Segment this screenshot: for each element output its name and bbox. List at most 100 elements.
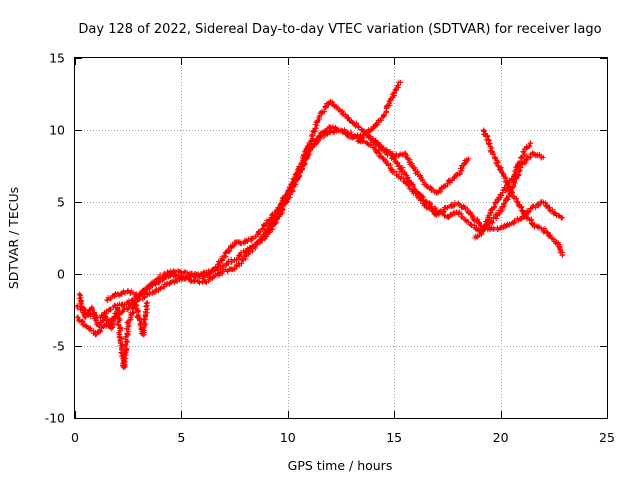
- data-point: [499, 192, 505, 199]
- data-point: [273, 220, 279, 226]
- x-tick-label: 10: [280, 430, 296, 445]
- data-point: [536, 202, 542, 208]
- y-tick-label: 5: [57, 195, 65, 210]
- data-point: [237, 252, 243, 258]
- data-point: [320, 108, 326, 114]
- data-point: [289, 180, 295, 186]
- data-point: [107, 307, 114, 313]
- grid: [75, 58, 607, 418]
- data-point: [559, 215, 565, 221]
- data-point: [142, 294, 148, 301]
- data-point: [497, 211, 503, 217]
- data-point: [428, 201, 434, 207]
- data-point: [79, 298, 85, 304]
- data-point: [398, 168, 404, 174]
- data-point: [216, 258, 222, 265]
- data-point: [112, 293, 118, 300]
- data-point: [383, 147, 389, 153]
- data-point: [225, 246, 232, 252]
- data-point: [97, 327, 103, 334]
- data-point: [513, 195, 519, 202]
- data-point: [355, 123, 361, 130]
- data-point: [495, 163, 501, 169]
- data-point: [142, 309, 149, 315]
- data-point: [114, 312, 120, 318]
- data-point: [323, 105, 329, 111]
- data-point: [374, 122, 380, 128]
- data-point: [456, 200, 462, 206]
- x-tick-label: 15: [386, 430, 402, 445]
- data-point: [375, 121, 381, 127]
- data-point: [77, 292, 83, 298]
- data-point: [153, 289, 159, 295]
- data-point: [440, 209, 446, 215]
- data-point: [353, 120, 360, 126]
- data-point: [533, 205, 539, 211]
- data-point: [242, 253, 248, 259]
- data-point: [500, 201, 507, 207]
- data-point: [523, 156, 529, 162]
- data-point: [367, 142, 373, 148]
- data-point: [279, 205, 285, 211]
- data-point: [452, 200, 458, 206]
- x-tick-label: 5: [177, 430, 185, 445]
- data-point: [356, 124, 362, 131]
- data-point: [147, 284, 153, 290]
- series-trace-3: [104, 79, 404, 303]
- data-point: [480, 228, 487, 234]
- data-point: [342, 112, 348, 118]
- data-point: [526, 143, 532, 149]
- data-point: [121, 360, 127, 366]
- data-point: [397, 79, 404, 86]
- x-axis-label: GPS time / hours: [288, 458, 393, 473]
- data-point: [266, 223, 273, 229]
- data-point: [423, 198, 429, 205]
- y-tick-label: 0: [57, 267, 65, 282]
- data-point: [491, 226, 497, 232]
- data-point: [124, 339, 130, 345]
- x-tick-label: 20: [493, 430, 509, 445]
- data-point: [184, 269, 190, 275]
- series-trace-7: [76, 291, 150, 371]
- data-point: [395, 82, 401, 89]
- data-point: [559, 252, 565, 258]
- data-point: [109, 293, 115, 299]
- data-point: [153, 279, 159, 285]
- data-point: [111, 318, 117, 324]
- data-point: [223, 262, 229, 268]
- data-point: [515, 199, 521, 205]
- data-point: [144, 300, 150, 306]
- data-point: [123, 347, 130, 353]
- data-point: [78, 301, 84, 307]
- plot-frame: [74, 57, 608, 419]
- data-point: [527, 140, 533, 146]
- data-point: [433, 205, 439, 211]
- data-point: [494, 212, 500, 218]
- data-point: [388, 96, 394, 102]
- series-trace-4: [355, 132, 472, 196]
- data-point: [229, 259, 235, 265]
- data-point: [181, 269, 187, 275]
- data-point: [225, 258, 232, 264]
- data-point: [211, 273, 217, 279]
- data-point: [500, 225, 506, 231]
- data-point: [558, 214, 564, 220]
- y-tick-label: -10: [45, 411, 65, 426]
- data-point: [378, 117, 384, 123]
- data-point: [340, 128, 346, 135]
- data-point: [125, 329, 132, 335]
- data-point: [107, 296, 114, 302]
- data-point: [299, 166, 305, 173]
- data-point: [546, 205, 552, 211]
- data-point: [230, 243, 237, 249]
- y-axis-label: SDTVAR / TECUs: [6, 187, 21, 289]
- data-point: [367, 134, 373, 140]
- data-point: [501, 200, 507, 206]
- y-tick-label: 15: [49, 51, 65, 66]
- data-point: [231, 266, 237, 272]
- data-point: [400, 165, 406, 171]
- data-point: [105, 297, 111, 303]
- data-point: [540, 154, 546, 160]
